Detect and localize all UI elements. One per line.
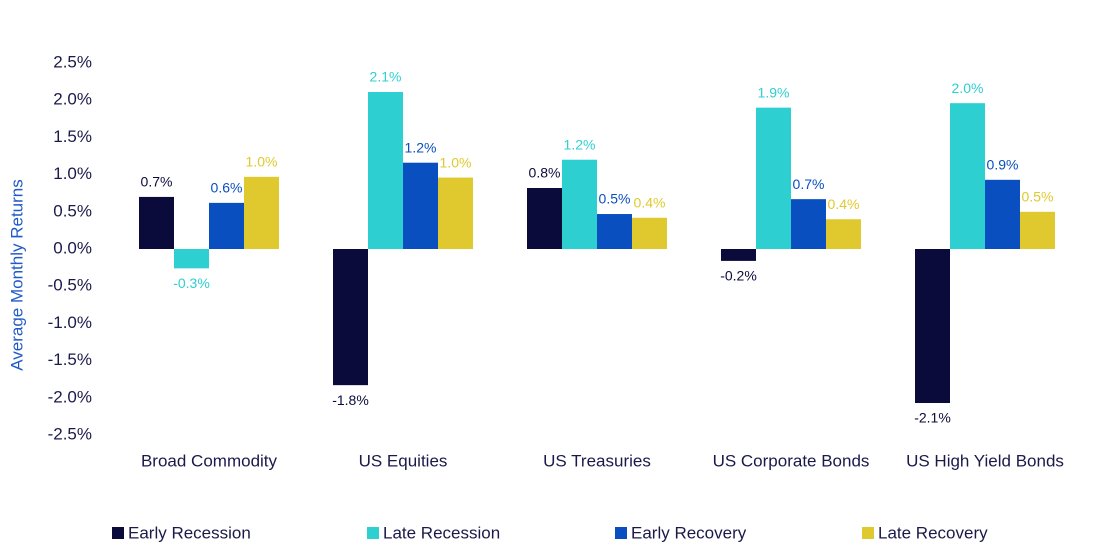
bar bbox=[174, 249, 209, 269]
bar bbox=[438, 177, 473, 249]
value-label: -2.1% bbox=[914, 410, 951, 426]
bar bbox=[915, 249, 950, 404]
value-label: 0.5% bbox=[1022, 189, 1054, 205]
bar bbox=[985, 179, 1020, 249]
value-label: 0.6% bbox=[211, 180, 243, 196]
bar bbox=[139, 196, 174, 249]
bar bbox=[597, 214, 632, 249]
y-tick-label: 1.5% bbox=[53, 127, 92, 146]
y-tick-label: 2.5% bbox=[53, 52, 92, 71]
value-label: 1.0% bbox=[246, 154, 278, 170]
x-tick-label: US Corporate Bonds bbox=[713, 451, 870, 470]
y-tick-label: 0.0% bbox=[53, 238, 92, 257]
value-label: 2.0% bbox=[952, 80, 984, 96]
value-label: 1.2% bbox=[405, 139, 437, 155]
y-tick-label: 1.0% bbox=[53, 164, 92, 183]
legend-swatch bbox=[112, 527, 124, 539]
bar bbox=[632, 217, 667, 249]
y-tick-label: 2.0% bbox=[53, 90, 92, 109]
bar bbox=[333, 249, 368, 386]
x-tick-label: Broad Commodity bbox=[141, 451, 278, 470]
value-label: 0.9% bbox=[987, 157, 1019, 173]
value-label: 1.9% bbox=[758, 84, 790, 100]
bar bbox=[791, 199, 826, 249]
legend-swatch bbox=[862, 527, 874, 539]
legend-swatch bbox=[367, 527, 379, 539]
bar bbox=[403, 162, 438, 249]
value-label: 2.1% bbox=[370, 69, 402, 85]
bar bbox=[368, 92, 403, 250]
legend-label: Late Recovery bbox=[878, 523, 988, 542]
legend-label: Early Recovery bbox=[631, 523, 747, 542]
bar bbox=[721, 249, 756, 261]
x-tick-label: US Treasuries bbox=[543, 451, 651, 470]
y-tick-label: -2.5% bbox=[48, 424, 92, 443]
x-tick-label: US High Yield Bonds bbox=[906, 451, 1064, 470]
value-label: 0.5% bbox=[599, 191, 631, 207]
bar bbox=[826, 219, 861, 249]
legend-swatch bbox=[615, 527, 627, 539]
value-label: -0.2% bbox=[720, 268, 757, 284]
y-axis-title: Average Monthly Returns bbox=[7, 179, 26, 371]
bar bbox=[562, 159, 597, 249]
bar bbox=[527, 187, 562, 249]
y-tick-label: -0.5% bbox=[48, 276, 92, 295]
value-label: 0.7% bbox=[793, 176, 825, 192]
y-tick-label: -1.0% bbox=[48, 313, 92, 332]
value-label: 1.0% bbox=[440, 154, 472, 170]
legend-label: Late Recession bbox=[383, 523, 500, 542]
value-label: -1.8% bbox=[332, 392, 369, 408]
x-tick-label: US Equities bbox=[359, 451, 448, 470]
legend-label: Early Recession bbox=[128, 523, 251, 542]
bar bbox=[950, 103, 985, 250]
value-label: -0.3% bbox=[173, 275, 210, 291]
bar bbox=[1020, 211, 1055, 249]
value-label: 0.4% bbox=[634, 194, 666, 210]
value-label: 0.7% bbox=[141, 174, 173, 190]
value-label: 0.4% bbox=[828, 196, 860, 212]
bar bbox=[209, 202, 244, 249]
bar bbox=[244, 176, 279, 249]
value-label: 0.8% bbox=[529, 165, 561, 181]
y-tick-label: -1.5% bbox=[48, 350, 92, 369]
value-label: 1.2% bbox=[564, 136, 596, 152]
y-tick-label: 0.5% bbox=[53, 201, 92, 220]
y-tick-label: -2.0% bbox=[48, 387, 92, 406]
bar bbox=[756, 107, 791, 249]
